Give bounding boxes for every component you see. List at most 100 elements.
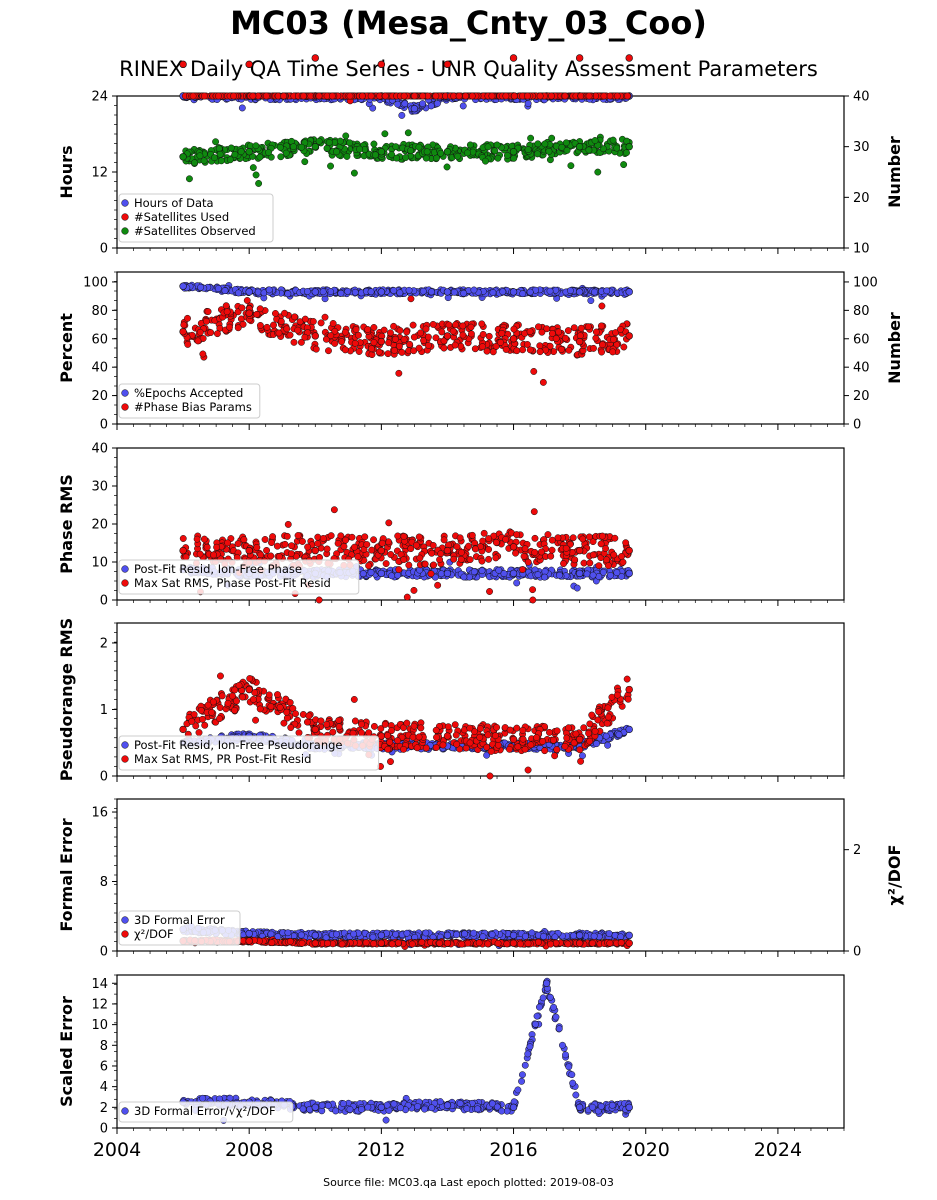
data-point <box>467 323 475 331</box>
data-point <box>390 322 398 330</box>
data-point <box>553 746 561 754</box>
y-right-tick-label: 40 <box>853 90 870 105</box>
data-point <box>368 546 376 554</box>
data-point <box>351 339 359 347</box>
data-point <box>221 287 229 295</box>
data-point <box>375 348 383 356</box>
y-tick-label: 24 <box>91 90 108 105</box>
y-tick-label: 0 <box>100 242 108 257</box>
data-point <box>327 332 335 340</box>
data-point <box>271 310 279 317</box>
data-point <box>417 329 425 337</box>
data-point <box>585 146 593 154</box>
series-anchor-point <box>443 60 452 69</box>
data-point <box>512 549 519 557</box>
data-point <box>495 566 503 574</box>
data-point <box>283 708 291 716</box>
data-point <box>424 333 432 341</box>
data-point <box>284 290 292 298</box>
data-point <box>595 562 603 570</box>
data-point <box>323 545 331 553</box>
data-point <box>459 331 467 339</box>
y-right-tick-label: 2 <box>853 843 861 858</box>
data-point <box>238 304 246 312</box>
data-point <box>492 539 500 546</box>
data-point <box>327 532 335 540</box>
data-point <box>323 144 331 152</box>
data-point <box>197 707 205 714</box>
data-point <box>216 715 223 723</box>
y-right-tick-label: 100 <box>853 275 878 290</box>
data-point <box>591 727 599 735</box>
series-anchor-point <box>625 569 633 578</box>
data-point <box>346 139 354 147</box>
data-point <box>216 704 224 711</box>
data-point <box>580 559 588 567</box>
data-point <box>419 92 427 100</box>
y-right-tick-label: 30 <box>853 140 870 155</box>
data-point <box>193 535 201 543</box>
data-point <box>557 346 565 353</box>
data-point <box>208 708 216 716</box>
data-point <box>351 543 358 551</box>
data-point <box>588 711 596 719</box>
data-point <box>502 92 510 100</box>
data-point <box>457 555 465 563</box>
data-point <box>520 552 528 560</box>
data-point <box>222 302 230 310</box>
series-anchor-point <box>443 732 452 740</box>
data-point <box>449 327 457 335</box>
data-point <box>482 157 489 165</box>
data-point <box>315 596 323 604</box>
series-anchor-point <box>509 543 518 551</box>
data-point <box>372 151 379 159</box>
y-tick-label: 12 <box>91 166 108 181</box>
data-point <box>406 340 414 348</box>
data-point <box>267 703 275 710</box>
data-point <box>398 348 406 356</box>
data-point <box>274 691 281 699</box>
y-tick-label: 40 <box>91 442 108 457</box>
data-point <box>534 140 542 148</box>
data-point <box>555 328 563 336</box>
data-point <box>407 295 415 303</box>
data-point <box>277 318 285 325</box>
data-point <box>231 686 239 694</box>
data-point <box>479 330 487 338</box>
series-anchor-point <box>443 332 452 340</box>
series-anchor-point <box>245 685 253 694</box>
data-point <box>432 744 440 752</box>
data-point <box>510 325 518 333</box>
data-point <box>391 335 399 343</box>
data-point <box>299 711 307 718</box>
data-point <box>256 153 264 161</box>
series-anchor-point <box>443 148 452 156</box>
data-point <box>613 691 621 699</box>
data-point <box>305 712 313 720</box>
data-point <box>194 337 202 345</box>
data-point <box>467 330 475 338</box>
y-right-tick-label: 20 <box>853 191 870 206</box>
data-point <box>224 699 232 707</box>
data-point <box>569 534 577 542</box>
data-point <box>398 111 406 119</box>
data-point <box>348 533 356 541</box>
data-point <box>396 289 404 297</box>
data-point <box>606 92 614 100</box>
data-point <box>231 706 239 714</box>
data-point <box>234 540 242 548</box>
data-point <box>521 545 529 553</box>
series-anchor-point <box>245 148 253 156</box>
series-anchor-point <box>625 54 633 62</box>
chart-subtitle: RINEX Daily QA Time Series - UNR Quality… <box>119 57 818 81</box>
data-point <box>592 328 600 336</box>
series-anchor-point <box>443 546 452 555</box>
data-point <box>283 714 291 722</box>
data-point <box>562 334 569 342</box>
data-point <box>235 289 242 297</box>
data-point <box>385 519 393 527</box>
data-point <box>457 342 465 350</box>
data-point <box>226 323 233 331</box>
data-point <box>424 341 432 349</box>
